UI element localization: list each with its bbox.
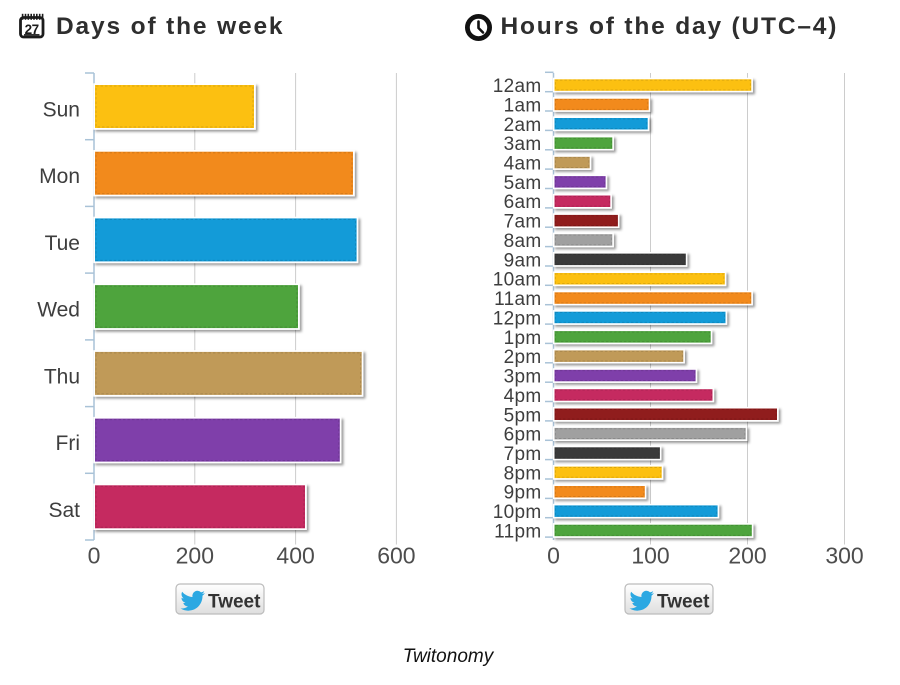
svg-text:Sun: Sun: [43, 99, 80, 122]
svg-text:10pm: 10pm: [493, 502, 542, 523]
svg-text:Twitonomy: Twitonomy: [403, 646, 495, 667]
svg-text:4am: 4am: [504, 154, 542, 175]
svg-text:200: 200: [176, 543, 214, 569]
svg-text:100: 100: [631, 543, 669, 569]
svg-text:6am: 6am: [504, 192, 542, 213]
svg-text:2am: 2am: [504, 115, 542, 136]
svg-text:Wed: Wed: [37, 299, 80, 322]
svg-text:300: 300: [825, 543, 863, 569]
svg-text:12am: 12am: [493, 76, 542, 97]
svg-text:Days of the week: Days of the week: [56, 13, 284, 40]
svg-text:Sat: Sat: [48, 499, 80, 522]
svg-text:5pm: 5pm: [504, 405, 542, 426]
svg-text:9am: 9am: [504, 250, 542, 271]
svg-text:7am: 7am: [504, 212, 542, 233]
svg-text:11pm: 11pm: [494, 522, 541, 543]
svg-text:7pm: 7pm: [504, 444, 542, 465]
svg-text:Mon: Mon: [39, 165, 80, 188]
svg-text:0: 0: [88, 543, 101, 569]
svg-text:Tweet: Tweet: [657, 592, 710, 613]
svg-text:Tue: Tue: [45, 232, 80, 255]
svg-text:6pm: 6pm: [504, 425, 542, 446]
svg-text:2pm: 2pm: [504, 347, 542, 368]
svg-text:3am: 3am: [504, 134, 542, 155]
svg-text:1am: 1am: [504, 95, 542, 116]
svg-text:Thu: Thu: [44, 365, 80, 388]
svg-text:Tweet: Tweet: [208, 592, 261, 613]
svg-text:400: 400: [276, 543, 314, 569]
svg-text:Fri: Fri: [56, 432, 81, 455]
svg-text:8am: 8am: [504, 231, 542, 252]
svg-text:0: 0: [547, 543, 560, 569]
svg-text:11am: 11am: [494, 289, 541, 310]
svg-text:8pm: 8pm: [504, 463, 542, 484]
svg-text:10am: 10am: [493, 270, 542, 291]
svg-text:200: 200: [728, 543, 766, 569]
svg-text:1pm: 1pm: [504, 328, 542, 349]
svg-text:3pm: 3pm: [504, 367, 542, 388]
svg-text:4pm: 4pm: [504, 386, 542, 407]
svg-text:27: 27: [25, 22, 39, 37]
svg-text:5am: 5am: [504, 173, 542, 194]
svg-text:12pm: 12pm: [493, 308, 542, 329]
svg-text:600: 600: [377, 543, 415, 569]
svg-text:9pm: 9pm: [504, 483, 542, 504]
svg-text:Hours of the day (UTC–4): Hours of the day (UTC–4): [501, 13, 839, 40]
